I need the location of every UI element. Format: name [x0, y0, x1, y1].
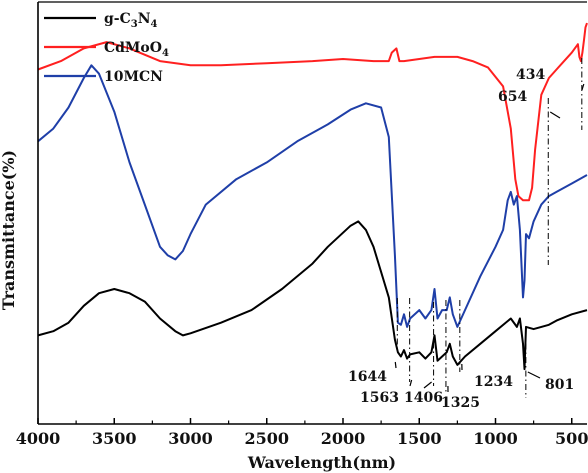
plot-area	[38, 2, 587, 424]
x-tick-label-3500: 3500	[92, 429, 137, 448]
x-tick-label-500: 500	[555, 429, 588, 448]
legend-label-g_c3n4: g-C3N4	[104, 11, 158, 30]
series-line-mcn	[37, 64, 588, 328]
series-line-cdmoo4	[37, 22, 588, 202]
annotation-label-1563: 1563	[360, 390, 399, 406]
plot-background	[38, 2, 587, 424]
x-tick-label-1500: 1500	[397, 429, 442, 448]
y-axis-title: Transmittance(%)	[0, 150, 18, 310]
annotation-arrow-434	[581, 83, 585, 91]
annotation-label-654: 654	[498, 89, 527, 105]
legend: g-C3N4 CdMoO4 10MCN	[44, 11, 169, 85]
x-tick-label-4000: 4000	[16, 429, 61, 448]
annotation-label-1234: 1234	[474, 374, 513, 390]
annotation-arrow-1406	[423, 381, 432, 389]
annotation-label-1325: 1325	[441, 395, 480, 411]
annotation-arrow-654	[549, 111, 561, 119]
series-layer	[37, 22, 588, 371]
x-tick-label-2500: 2500	[244, 429, 289, 448]
annotation-arrow-801	[527, 371, 541, 379]
x-axis-title: Wavelength(nm)	[247, 453, 396, 472]
axes: 4000 3500 3000 2500 2000 1500 1000 500	[16, 1, 588, 448]
annotation-arrow-1644	[394, 361, 397, 369]
legend-label-cdmoo4: CdMoO4	[104, 40, 169, 59]
annotation-label-434: 434	[516, 67, 545, 83]
annotation-label-1406: 1406	[404, 390, 443, 406]
series-line-g_c3n4	[37, 220, 588, 371]
annotation-arrow-1563	[409, 379, 413, 387]
x-tick-label-3000: 3000	[168, 429, 213, 448]
annotation-label-1644: 1644	[348, 369, 387, 385]
x-tick-label-1000: 1000	[473, 429, 518, 448]
legend-label-mcn: 10MCN	[104, 69, 163, 85]
x-tick-label-2000: 2000	[321, 429, 366, 448]
annotation-label-801: 801	[545, 377, 574, 393]
